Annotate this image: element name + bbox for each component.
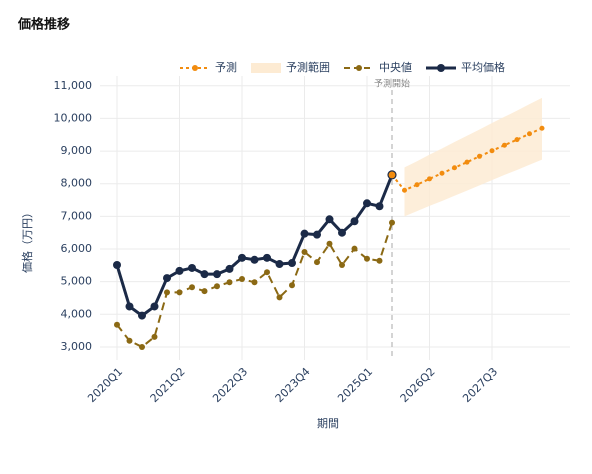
y-tick-label: 3,000 — [61, 340, 93, 353]
series-marker — [139, 343, 145, 350]
series-marker — [189, 284, 195, 291]
series-marker — [276, 294, 283, 301]
annotation: 予測開始 — [374, 78, 410, 90]
chart-title: 価格推移 — [17, 17, 70, 33]
series-marker — [363, 199, 371, 208]
series-marker — [389, 219, 395, 226]
legend-swatch — [251, 63, 281, 73]
forecast-band — [404, 97, 542, 217]
x-tick-label: 2025Q1 — [335, 365, 375, 405]
series-marker — [325, 215, 334, 224]
series-marker — [150, 302, 159, 311]
series-marker — [113, 261, 121, 270]
legend-label: 予測 — [215, 60, 237, 74]
series-marker — [477, 153, 482, 159]
legend-label: 予測範囲 — [286, 60, 330, 74]
series-marker — [402, 187, 407, 193]
series-marker — [225, 264, 234, 273]
series-marker — [125, 302, 134, 311]
series-marker — [339, 262, 345, 269]
series-marker — [313, 230, 321, 239]
series-marker — [464, 159, 470, 165]
series-marker — [114, 321, 120, 328]
y-tick-label: 10,000 — [54, 111, 93, 124]
y-tick-label: 6,000 — [61, 242, 93, 255]
legend-item: 平均価格 — [426, 60, 505, 74]
series-marker — [387, 170, 397, 180]
series-marker — [176, 289, 183, 296]
series-marker — [238, 253, 246, 262]
series-marker — [514, 137, 520, 143]
x-tick-label: 2023Q4 — [273, 365, 313, 405]
series-marker — [527, 131, 532, 137]
series-marker — [250, 255, 259, 264]
x-tick-label: 2027Q3 — [460, 365, 500, 405]
series-marker — [300, 229, 309, 238]
series-marker — [251, 279, 258, 286]
legend-item: 予測範囲 — [251, 60, 330, 74]
legend-label: 平均価格 — [461, 60, 505, 74]
series-marker — [200, 270, 209, 279]
series-marker — [338, 228, 346, 237]
series-marker — [275, 260, 284, 269]
legend-item: 中央値 — [344, 61, 412, 74]
series-marker — [201, 288, 208, 295]
legend-marker — [192, 65, 198, 71]
series-marker — [214, 283, 220, 290]
x-tick-label: 2026Q2 — [398, 365, 438, 405]
y-tick-label: 7,000 — [61, 209, 93, 222]
series-marker — [351, 245, 358, 252]
series-marker — [213, 270, 221, 279]
series-marker — [264, 269, 270, 276]
x-tick-label: 2022Q3 — [210, 365, 250, 405]
series-marker — [188, 263, 196, 272]
series-marker — [138, 311, 146, 320]
series-marker — [427, 176, 432, 182]
x-tick-label: 2021Q2 — [148, 365, 188, 405]
series-marker — [226, 279, 233, 286]
series-marker — [151, 333, 158, 340]
series-marker — [350, 217, 359, 226]
series-marker — [126, 337, 133, 344]
series-marker — [489, 148, 495, 154]
x-axis-title: 期間 — [317, 417, 339, 430]
series-marker — [239, 276, 245, 283]
x-tick-label: 2020Q1 — [85, 365, 125, 405]
y-tick-label: 4,000 — [61, 307, 93, 320]
series-marker — [289, 282, 295, 289]
series-marker — [314, 259, 320, 266]
y-tick-label: 9,000 — [61, 144, 93, 157]
series-marker — [288, 259, 296, 268]
series-marker — [263, 253, 271, 262]
legend-item: 予測 — [180, 60, 237, 74]
series-marker — [326, 240, 333, 247]
y-tick-label: 11,000 — [54, 79, 93, 92]
series-marker — [164, 289, 170, 296]
y-tick-label: 5,000 — [61, 275, 93, 288]
series-marker — [502, 142, 507, 148]
series-marker — [301, 248, 308, 255]
series-marker — [452, 165, 457, 171]
legend-marker — [356, 65, 362, 71]
series-marker — [539, 125, 545, 131]
y-tick-label: 8,000 — [61, 177, 93, 190]
series-marker — [175, 266, 184, 275]
series-marker — [163, 274, 171, 283]
legend-label: 中央値 — [379, 61, 412, 74]
series-marker — [364, 255, 370, 262]
legend-marker — [437, 64, 445, 72]
series-marker — [439, 170, 445, 176]
series-marker — [375, 202, 384, 211]
series-line — [115, 174, 394, 318]
series-marker — [376, 257, 383, 264]
y-axis-title: 価格（万円） — [20, 207, 34, 273]
series-marker — [414, 182, 420, 188]
